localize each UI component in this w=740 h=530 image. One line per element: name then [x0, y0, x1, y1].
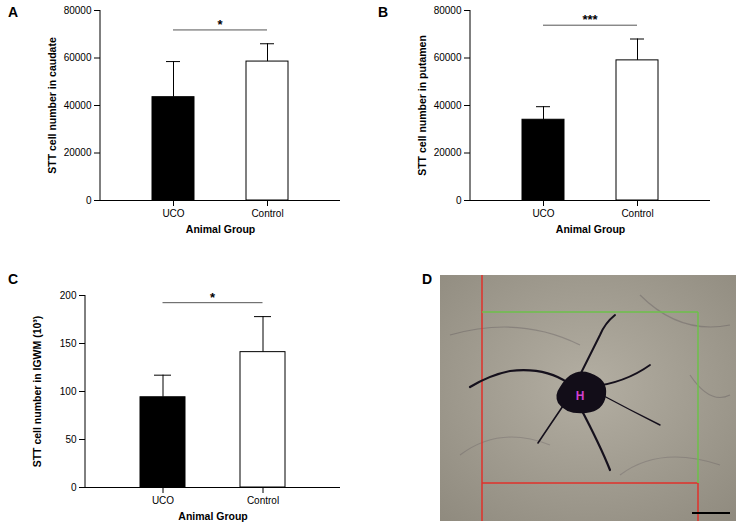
svg-text:Animal Group: Animal Group — [178, 510, 247, 522]
html-text:A: A — [8, 4, 19, 20]
svg-text:Control: Control — [621, 208, 653, 219]
svg-text:*: * — [217, 17, 223, 32]
svg-text:Animal Group: Animal Group — [186, 223, 255, 235]
svg-text:0: 0 — [71, 482, 77, 493]
svg-text:40000: 40000 — [64, 100, 92, 111]
svg-text:50: 50 — [65, 434, 77, 445]
svg-text:100: 100 — [60, 386, 77, 397]
svg-text:STT cell number in putamen: STT cell number in putamen — [416, 35, 428, 176]
svg-text:*: * — [210, 290, 216, 305]
svg-text:***: *** — [582, 12, 598, 27]
svg-text:UCO: UCO — [532, 208, 554, 219]
svg-text:150: 150 — [60, 338, 77, 349]
svg-text:60000: 60000 — [434, 52, 462, 63]
svg-text:STT cell number in IGWM (10³): STT cell number in IGWM (10³) — [31, 316, 43, 468]
svg-text:40000: 40000 — [434, 100, 462, 111]
svg-text:200: 200 — [60, 290, 77, 301]
svg-text:80000: 80000 — [434, 5, 462, 16]
svg-text:0: 0 — [456, 195, 462, 206]
svg-text:0: 0 — [86, 195, 92, 206]
svg-text:H: H — [576, 389, 585, 403]
html-text:D: D — [422, 271, 433, 287]
svg-text:80000: 80000 — [64, 5, 92, 16]
html-text:C: C — [8, 271, 19, 287]
svg-text:Control: Control — [247, 495, 279, 506]
svg-text:STT cell number in caudate: STT cell number in caudate — [46, 37, 58, 174]
svg-text:UCO: UCO — [152, 495, 174, 506]
svg-text:UCO: UCO — [162, 208, 184, 219]
html-text:B: B — [378, 4, 389, 20]
svg-text:20000: 20000 — [64, 147, 92, 158]
svg-text:60000: 60000 — [64, 52, 92, 63]
svg-text:Control: Control — [251, 208, 283, 219]
svg-text:20000: 20000 — [434, 147, 462, 158]
svg-text:Animal Group: Animal Group — [556, 223, 625, 235]
